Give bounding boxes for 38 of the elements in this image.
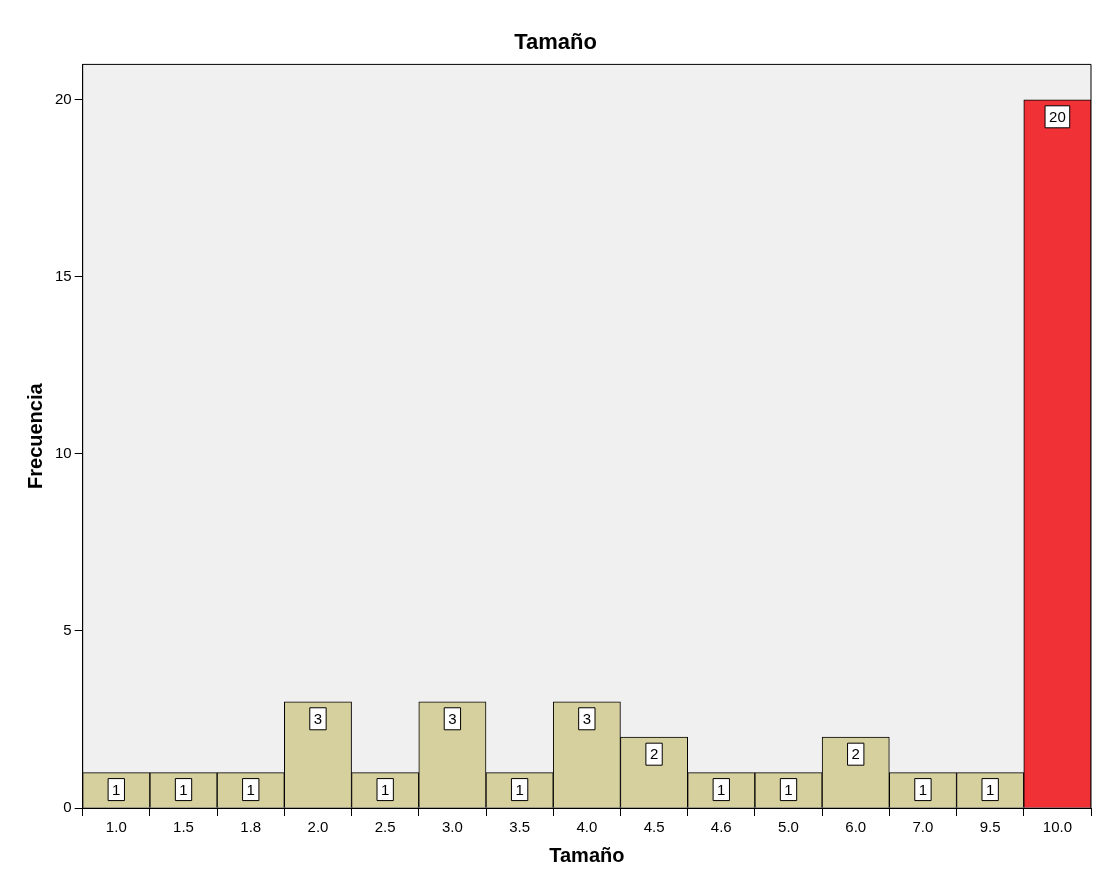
data-label: 3 xyxy=(448,709,457,727)
x-tick-label: 4.6 xyxy=(710,818,732,836)
y-tick-label: 10 xyxy=(55,444,72,462)
data-label: 3 xyxy=(582,709,592,727)
data-label: 1 xyxy=(515,780,524,798)
y-tick-label: 5 xyxy=(63,621,72,639)
x-tick-label: 7.0 xyxy=(912,818,934,836)
x-tick-label: 9.5 xyxy=(979,818,1001,836)
x-tick-label: 3.0 xyxy=(441,818,463,836)
y-tick-label: 15 xyxy=(55,267,72,284)
x-tick-label: 1.0 xyxy=(105,818,127,836)
x-tick-label: 2.0 xyxy=(307,818,329,836)
y-tick-label: 20 xyxy=(55,89,72,107)
data-label: 2 xyxy=(649,745,659,763)
x-tick-label: 2.5 xyxy=(374,818,396,836)
data-label: 1 xyxy=(717,780,726,798)
x-tick-label: 1.5 xyxy=(173,818,194,836)
x-tick-label: 10.0 xyxy=(1042,818,1072,836)
x-tick-label: 3.5 xyxy=(509,818,531,836)
x-tick-label: 1.8 xyxy=(240,818,262,836)
data-label: 1 xyxy=(784,780,793,798)
chart-title: Tamaño xyxy=(514,29,597,55)
x-axis-title: Tamaño xyxy=(549,843,625,866)
x-tick-label: 6.0 xyxy=(845,818,867,836)
data-label: 2 xyxy=(851,745,860,763)
x-tick-label: 5.0 xyxy=(778,818,799,836)
x-tick-label: 4.0 xyxy=(576,818,598,836)
data-label: 3 xyxy=(313,709,323,727)
data-label: 1 xyxy=(179,780,188,798)
data-label: 1 xyxy=(918,780,928,798)
data-label: 1 xyxy=(986,780,995,798)
data-label: 1 xyxy=(246,780,255,798)
data-label: 20 xyxy=(1049,107,1066,125)
data-label: 1 xyxy=(112,780,121,798)
x-tick-label: 4.5 xyxy=(643,818,665,836)
y-axis-title: Frecuencia xyxy=(23,382,46,489)
y-tick-label: 0 xyxy=(63,798,72,816)
data-label: 1 xyxy=(381,780,390,798)
